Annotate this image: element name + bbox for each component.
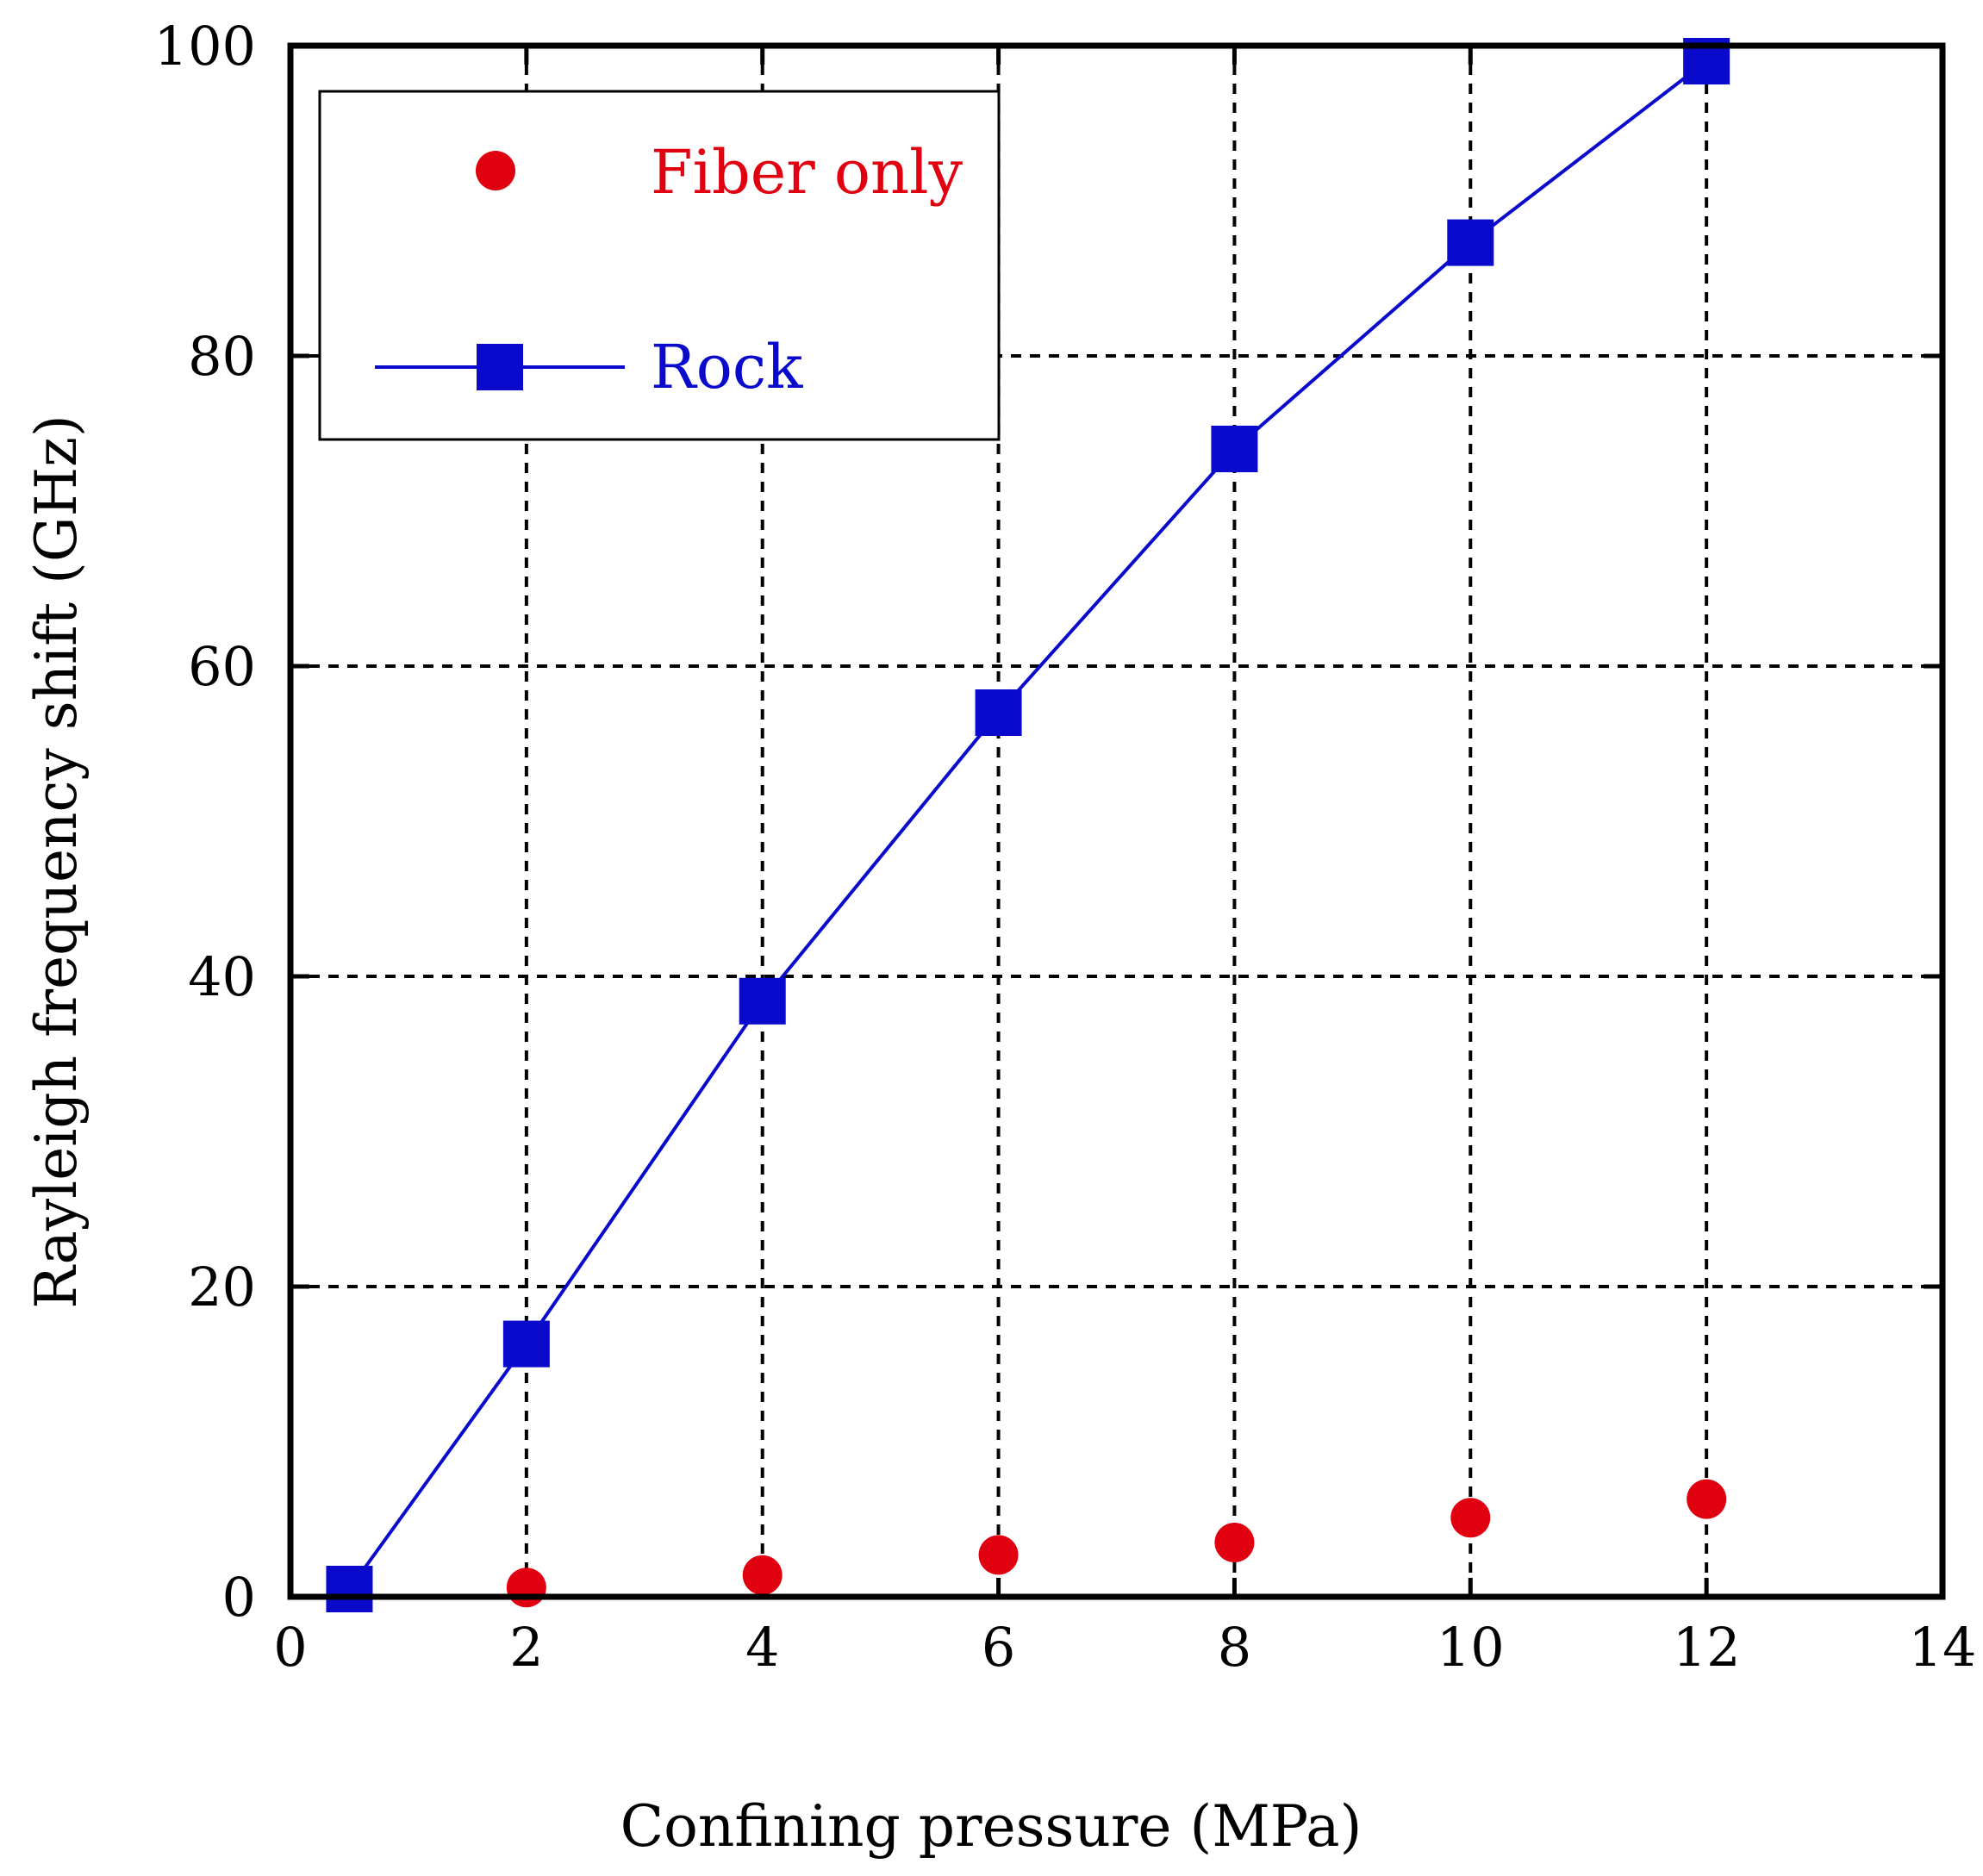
fiber-only-point <box>1450 1498 1491 1538</box>
x-tick-label: 2 <box>509 1616 543 1679</box>
fiber-only-point <box>1687 1479 1727 1519</box>
legend-fiber-marker <box>476 151 515 190</box>
rock-point <box>326 1566 373 1612</box>
x-tick-label: 10 <box>1437 1616 1505 1679</box>
rock-point <box>739 977 786 1025</box>
y-tick-label: 40 <box>188 945 256 1008</box>
x-tick-label: 6 <box>982 1616 1015 1679</box>
y-tick-label: 0 <box>222 1566 256 1629</box>
x-tick-label: 8 <box>1218 1616 1251 1679</box>
y-axis-title: Rayleigh frequency shift (GHz) <box>23 414 90 1308</box>
fiber-only-point <box>978 1535 1019 1575</box>
fiber-only-point <box>506 1567 546 1608</box>
legend: Fiber only Rock <box>318 90 1001 441</box>
legend-fiber-label: Fiber only <box>651 137 963 208</box>
y-tick-labels: 0 20 40 60 80 100 <box>154 15 256 1629</box>
legend-rock-marker <box>477 344 523 390</box>
y-tick-label: 20 <box>188 1256 256 1318</box>
x-tick-label: 4 <box>745 1616 779 1679</box>
x-tick-label: 12 <box>1673 1616 1741 1679</box>
series-rock <box>326 38 1730 1612</box>
series-fiber-only <box>506 1479 1727 1608</box>
y-tick-label: 80 <box>188 325 256 388</box>
fiber-only-point <box>1214 1523 1255 1562</box>
y-tick-label: 100 <box>154 15 256 78</box>
legend-rock-label: Rock <box>651 332 803 402</box>
legend-box <box>318 90 1001 441</box>
plot-frame <box>287 42 1946 1600</box>
axis-ticks <box>290 46 1942 1597</box>
x-tick-labels: 0 2 4 6 8 10 12 14 <box>273 1616 1976 1679</box>
rock-point <box>1447 219 1494 266</box>
x-tick-label: 14 <box>1909 1616 1977 1679</box>
fiber-only-point <box>742 1555 783 1595</box>
y-tick-label: 60 <box>188 635 256 698</box>
rock-point <box>975 689 1022 736</box>
rock-point <box>1211 426 1258 472</box>
x-axis-title: Confining pressure (MPa) <box>620 1793 1363 1860</box>
x-tick-label: 0 <box>273 1616 307 1679</box>
rock-point <box>502 1320 550 1368</box>
